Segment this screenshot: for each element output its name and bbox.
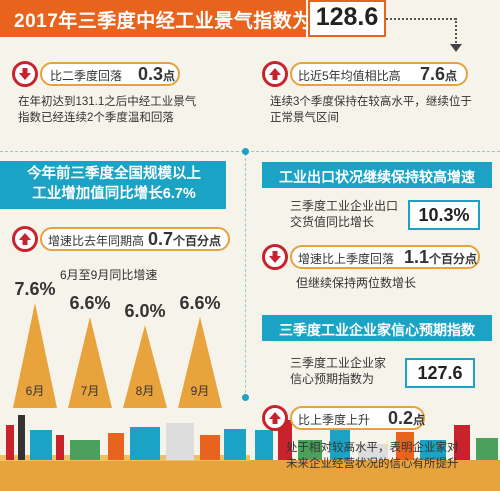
section-title: 今年前三季度全国规模以上 工业增加值同比增长6.7% — [27, 166, 201, 202]
section-header — [262, 162, 492, 188]
data-label: 6.6% — [69, 292, 111, 313]
pill-value: 0.2点 — [388, 408, 426, 428]
pill-label: 增速比去年同期高 — [48, 234, 145, 248]
section-header — [262, 315, 492, 341]
pill-label: 比二季度回落 — [50, 69, 123, 83]
data-label: 7.6% — [14, 279, 56, 299]
description: 连续3个季度保持在较高水平，继续位于 正常景气区间 — [270, 96, 472, 124]
dotted-connector — [386, 18, 456, 20]
description: 三季度工业企业出口 交货值同比增长 — [290, 199, 399, 229]
pill-label: 增速比上季度回落 — [298, 252, 395, 266]
index-value: 128.6 — [315, 3, 379, 31]
title-banner — [0, 0, 306, 37]
index-value-box — [308, 0, 386, 37]
accent-dot — [242, 148, 249, 155]
data-label: 6.0% — [124, 301, 166, 322]
category-label: 9月 — [190, 384, 210, 398]
confidence-value-box — [405, 358, 475, 388]
section-title: 三季度工业企业家信心预期指数 — [279, 322, 475, 338]
category-label: 7月 — [80, 384, 100, 398]
page-title: 2017年三季度中经工业景气指数为 — [14, 11, 312, 32]
description: 三季度工业企业家 信心预期指数为 — [290, 356, 387, 386]
dotted-connector-vertical — [455, 18, 457, 46]
section-title: 工业出口状况继续保持较高增速 — [279, 169, 475, 185]
data-label: 6.6% — [179, 292, 221, 313]
arrow-up-icon — [262, 405, 288, 431]
pill-label: 比近5年均值相比高 — [298, 69, 401, 83]
growth-pill — [40, 227, 230, 251]
description: 处于相对较高水平，表明企业家对 未来企业经营状况的信心有所提升 — [286, 442, 459, 470]
category-label: 6月 — [25, 384, 45, 398]
chart-bar — [68, 316, 112, 408]
category-label: 8月 — [135, 384, 155, 398]
higher-pill — [290, 62, 468, 86]
confidence-value: 127.6 — [417, 363, 463, 383]
pill-value: 1.1个百分点 — [404, 247, 478, 267]
divider — [0, 151, 500, 152]
chart-bar — [178, 316, 222, 408]
city-illustration — [250, 420, 500, 491]
pill-value: 7.6点 — [420, 64, 458, 84]
section-header — [0, 161, 226, 209]
decline-pill — [40, 62, 180, 86]
factory-illustration — [0, 415, 250, 491]
description: 在年初达到131.1之后中经工业景气 指数已经连续2个季度温和回落 — [18, 96, 197, 124]
divider-vertical — [245, 148, 246, 398]
decline-pill — [290, 245, 480, 269]
chart-bar — [123, 325, 167, 408]
increase-pill — [290, 406, 425, 430]
growth-chart — [13, 303, 222, 408]
arrow-down-icon — [450, 44, 462, 52]
arrow-up-icon — [262, 61, 288, 87]
pill-label: 比上季度上升 — [298, 413, 371, 427]
accent-dot — [242, 394, 249, 401]
chart-caption: 6月至9月同比增速 — [60, 268, 158, 282]
export-value-box — [408, 200, 480, 230]
arrow-down-icon — [262, 244, 288, 270]
chart-bar — [13, 303, 57, 408]
pill-value: 0.3点 — [138, 64, 176, 84]
export-value: 10.3% — [418, 205, 470, 225]
pill-value: 0.7个百分点 — [148, 229, 222, 249]
arrow-up-icon — [12, 226, 38, 252]
arrow-down-icon — [12, 61, 38, 87]
note: 但继续保持两位数增长 — [296, 276, 417, 290]
